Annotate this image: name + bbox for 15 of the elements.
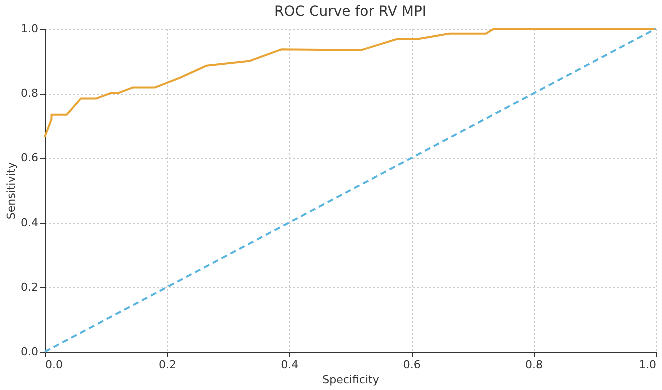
x-axis-title: Specificity	[322, 374, 380, 386]
y-axis-title: Sensitivity	[5, 162, 18, 220]
y-tick-label: 0.2	[21, 280, 38, 294]
chart-title: ROC Curve for RV MPI	[274, 4, 427, 20]
y-tick-label: 1.0	[21, 22, 38, 36]
x-tick-label: 1.0	[639, 358, 656, 372]
x-tick-label: 0.8	[526, 358, 544, 372]
y-tick-label: 0.8	[21, 87, 38, 100]
x-tick-label: 0.2	[158, 358, 176, 372]
y-tick-label: 0.4	[21, 216, 38, 230]
x-tick-label: 0.4	[281, 358, 299, 372]
y-tick-label: 0.0	[21, 346, 38, 358]
x-tick-label: 0.6	[403, 358, 421, 372]
x-tick-label: 0.0	[46, 358, 63, 372]
y-tick-label: 0.6	[21, 152, 38, 165]
